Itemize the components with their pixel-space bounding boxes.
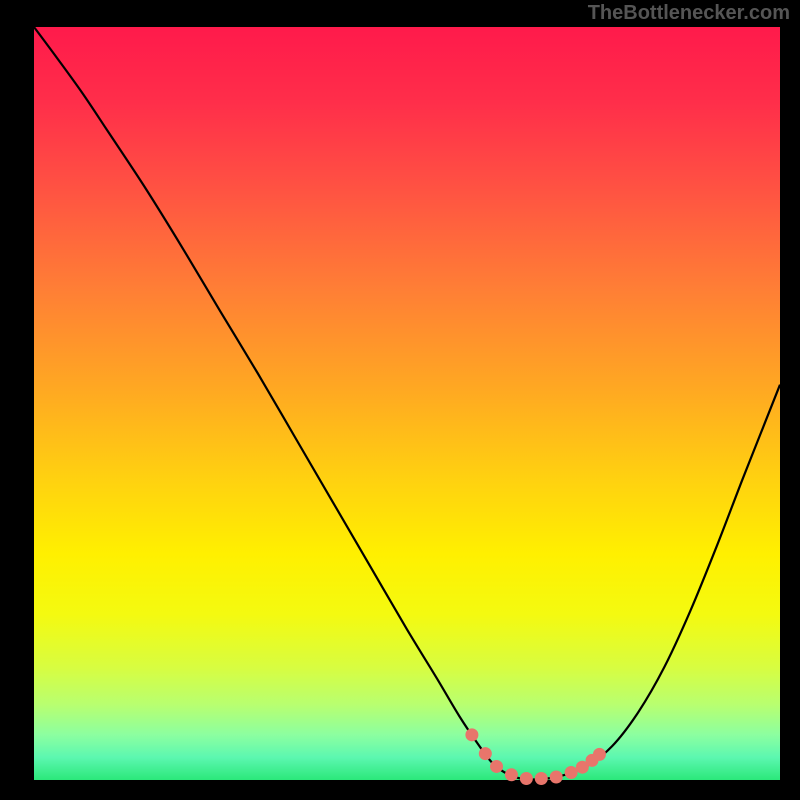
curve-dot	[505, 768, 518, 781]
plot-background	[34, 27, 780, 780]
curve-dot	[535, 772, 548, 785]
curve-dot	[520, 772, 533, 785]
curve-dot	[479, 747, 492, 760]
curve-dot	[550, 770, 563, 783]
curve-dot	[490, 760, 503, 773]
curve-dot	[565, 766, 578, 779]
bottleneck-chart	[0, 0, 800, 800]
curve-dot	[465, 728, 478, 741]
watermark-label: TheBottlenecker.com	[588, 2, 790, 25]
curve-dot	[593, 748, 606, 761]
chart-container: TheBottlenecker.com	[0, 0, 800, 800]
